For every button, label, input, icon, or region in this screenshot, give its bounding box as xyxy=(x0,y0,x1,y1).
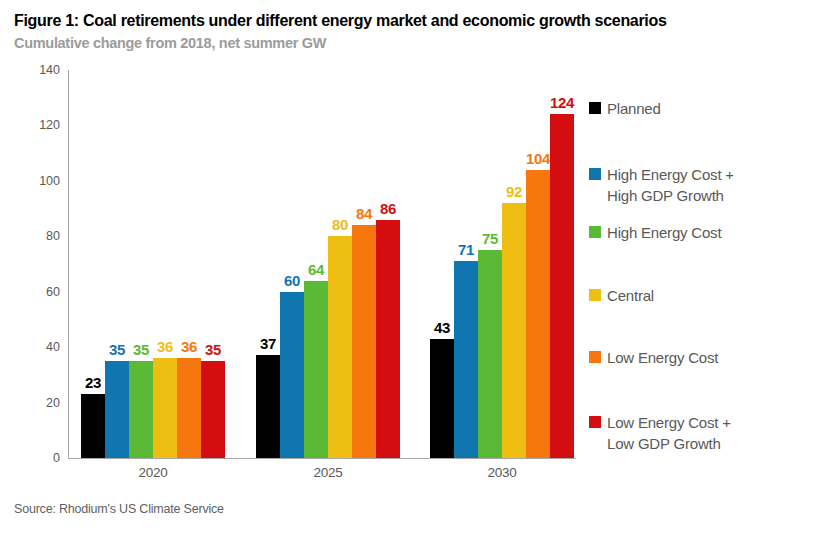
bar-value-label: 124 xyxy=(550,94,574,111)
y-axis-tick-label: 20 xyxy=(18,396,60,410)
bar-high-energy-cost-high-gdp-growth-2025 xyxy=(280,292,304,458)
y-axis-tick-label: 140 xyxy=(18,63,60,77)
bar-value-label: 92 xyxy=(506,183,522,200)
y-axis-tick-label: 40 xyxy=(18,340,60,354)
bar-value-label: 36 xyxy=(181,338,197,355)
bar-high-energy-cost-high-gdp-growth-2030 xyxy=(454,261,478,458)
legend-item-low-energy-cost-low-gdp-growth: Low Energy Cost +Low GDP Growth xyxy=(589,412,731,454)
y-axis-tick-label: 100 xyxy=(18,174,60,188)
bar-central-2030 xyxy=(502,203,526,458)
legend-item-central: Central xyxy=(589,285,654,306)
bar-high-energy-cost-high-gdp-growth-2020 xyxy=(105,361,129,458)
bar-planned-2020 xyxy=(81,394,105,458)
bar-value-label: 23 xyxy=(85,374,101,391)
bar-low-energy-cost-2025 xyxy=(352,225,376,458)
legend-swatch-central xyxy=(589,289,601,301)
bar-value-label: 80 xyxy=(332,216,348,233)
legend-swatch-high-energy-cost-high-gdp-growth xyxy=(589,168,601,180)
bar-value-label: 43 xyxy=(434,319,450,336)
legend-item-high-energy-cost: High Energy Cost xyxy=(589,222,721,243)
bar-high-energy-cost-2030 xyxy=(478,250,502,458)
bar-value-label: 64 xyxy=(308,261,324,278)
bar-chart-plot-area: Planned High Energy Cost +High GDP Growth… xyxy=(0,0,814,539)
figure-page: Figure 1: Coal retirements under differe… xyxy=(0,0,814,539)
bar-value-label: 84 xyxy=(356,205,372,222)
bar-value-label: 86 xyxy=(380,200,396,217)
legend-label: Central xyxy=(607,285,654,306)
bar-value-label: 35 xyxy=(109,341,125,358)
bar-value-label: 104 xyxy=(526,150,550,167)
legend-label: Planned xyxy=(607,98,661,119)
bar-central-2020 xyxy=(153,358,177,458)
legend-swatch-high-energy-cost xyxy=(589,226,601,238)
bar-low-energy-cost-low-gdp-growth-2020 xyxy=(201,361,225,458)
bar-value-label: 75 xyxy=(482,230,498,247)
legend-label: High Energy Cost +High GDP Growth xyxy=(607,164,734,206)
bar-high-energy-cost-2025 xyxy=(304,281,328,458)
bar-high-energy-cost-2020 xyxy=(129,361,153,458)
x-axis-label-2025: 2025 xyxy=(313,465,342,480)
y-axis-tick-label: 0 xyxy=(18,451,60,465)
legend-label: Low Energy Cost xyxy=(607,347,718,368)
bar-central-2025 xyxy=(328,236,352,458)
bar-planned-2025 xyxy=(256,355,280,458)
bar-value-label: 35 xyxy=(205,341,221,358)
source-note: Source: Rhodium's US Climate Service xyxy=(14,502,224,516)
bar-low-energy-cost-low-gdp-growth-2030 xyxy=(550,114,574,458)
bar-low-energy-cost-2020 xyxy=(177,358,201,458)
legend-swatch-planned xyxy=(589,102,601,114)
bar-value-label: 60 xyxy=(284,272,300,289)
bar-value-label: 36 xyxy=(157,338,173,355)
bar-low-energy-cost-low-gdp-growth-2025 xyxy=(376,220,400,458)
bar-value-label: 35 xyxy=(133,341,149,358)
legend-item-planned: Planned xyxy=(589,98,661,119)
legend-label: Low Energy Cost +Low GDP Growth xyxy=(607,412,731,454)
y-axis-tick-label: 80 xyxy=(18,229,60,243)
legend-swatch-low-energy-cost xyxy=(589,351,601,363)
legend-swatch-low-energy-cost-low-gdp-growth xyxy=(589,416,601,428)
x-axis-label-2030: 2030 xyxy=(487,465,516,480)
legend-item-low-energy-cost: Low Energy Cost xyxy=(589,347,718,368)
chart-legend: Planned High Energy Cost +High GDP Growth… xyxy=(589,0,814,539)
legend-label: High Energy Cost xyxy=(607,222,721,243)
x-axis-label-2020: 2020 xyxy=(138,465,167,480)
y-axis-line xyxy=(68,70,69,459)
x-axis-line xyxy=(68,458,576,459)
bar-planned-2030 xyxy=(430,339,454,458)
y-axis-tick-label: 120 xyxy=(18,118,60,132)
bar-value-label: 71 xyxy=(458,241,474,258)
legend-item-high-energy-cost-high-gdp-growth: High Energy Cost +High GDP Growth xyxy=(589,164,734,206)
bar-value-label: 37 xyxy=(260,335,276,352)
bar-low-energy-cost-2030 xyxy=(526,170,550,458)
y-axis-tick-label: 60 xyxy=(18,285,60,299)
